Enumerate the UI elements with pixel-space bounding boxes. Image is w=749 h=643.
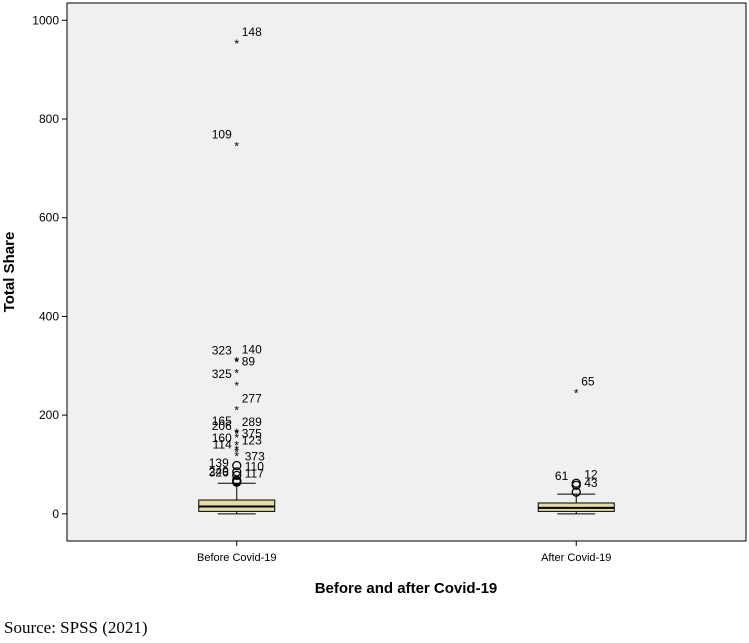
extreme-label: 165 xyxy=(212,414,232,428)
y-tick-label: 400 xyxy=(39,309,59,323)
extreme-star: * xyxy=(234,431,239,445)
extreme-star: * xyxy=(234,427,239,441)
extreme-star: * xyxy=(234,450,239,464)
box-group: *148*109*140*323*89*325*277*165*289*206*… xyxy=(198,25,615,515)
extreme-label: 277 xyxy=(242,392,262,406)
extreme-label: 160 xyxy=(212,431,232,445)
extreme-star: * xyxy=(234,426,239,440)
extreme-label: 206 xyxy=(212,419,232,433)
extreme-star: * xyxy=(234,379,239,393)
extreme-star: * xyxy=(234,37,239,51)
outlier-label: 110 xyxy=(245,459,264,473)
y-axis-title: Total Share xyxy=(1,232,18,313)
plot-area xyxy=(66,2,747,542)
outlier-label: 139 xyxy=(209,456,229,470)
extreme-star: * xyxy=(574,386,579,400)
extreme-star: * xyxy=(234,140,239,154)
box-1: *65 12 61 43 xyxy=(537,374,615,515)
y-tick-label: 600 xyxy=(39,211,59,225)
extreme-star: * xyxy=(234,404,239,418)
extreme-star: * xyxy=(234,443,239,457)
extreme-label: 375 xyxy=(242,426,262,440)
y-tick-label: 0 xyxy=(52,507,59,521)
extreme-label: 325 xyxy=(212,367,232,381)
outlier-label: 373 xyxy=(245,449,265,463)
extreme-star: * xyxy=(234,355,239,369)
y-tick-label: 800 xyxy=(39,112,59,126)
outlier-label: 43 xyxy=(584,476,598,490)
extreme-label: 123 xyxy=(242,434,262,448)
outlier-circle xyxy=(571,487,581,497)
extreme-star: * xyxy=(234,354,239,368)
y-tick-label: 1000 xyxy=(32,13,59,27)
extreme-label: 148 xyxy=(242,25,262,39)
outlier-label: 249 xyxy=(209,464,229,478)
outlier-circle xyxy=(232,460,242,471)
extreme-label: 114 xyxy=(213,438,232,452)
extreme-label: 65 xyxy=(581,374,595,388)
outlier-label: 326 xyxy=(209,465,229,479)
source-note: Source: SPSS (2021) xyxy=(4,618,148,637)
x-tick-label: After Covid-19 xyxy=(541,552,611,564)
extreme-label: 140 xyxy=(242,342,262,356)
x-axis-title: Before and after Covid-19 xyxy=(315,580,498,597)
extreme-label: 89 xyxy=(242,355,256,369)
extreme-label: 289 xyxy=(242,415,262,429)
outlier-label: 12 xyxy=(584,467,598,481)
y-tick-label: 200 xyxy=(39,408,59,422)
x-tick-label: Before Covid-19 xyxy=(197,552,277,564)
extreme-label: 109 xyxy=(212,128,232,142)
extreme-star: * xyxy=(234,438,239,452)
box-0: *148*109*140*323*89*325*277*165*289*206*… xyxy=(198,25,276,515)
outlier-circle xyxy=(232,470,242,481)
y-axis: 0 200 400 600 800 1000 xyxy=(32,13,67,521)
extreme-star: * xyxy=(234,446,239,460)
outlier-circle xyxy=(571,480,581,490)
outlier-circle xyxy=(232,476,242,486)
outlier-label: 61 xyxy=(555,469,569,483)
extreme-label: 323 xyxy=(212,343,232,357)
x-axis: Before Covid-19 After Covid-19 xyxy=(197,541,611,564)
outlier-label: 117 xyxy=(245,466,264,480)
extreme-star: * xyxy=(234,367,239,381)
